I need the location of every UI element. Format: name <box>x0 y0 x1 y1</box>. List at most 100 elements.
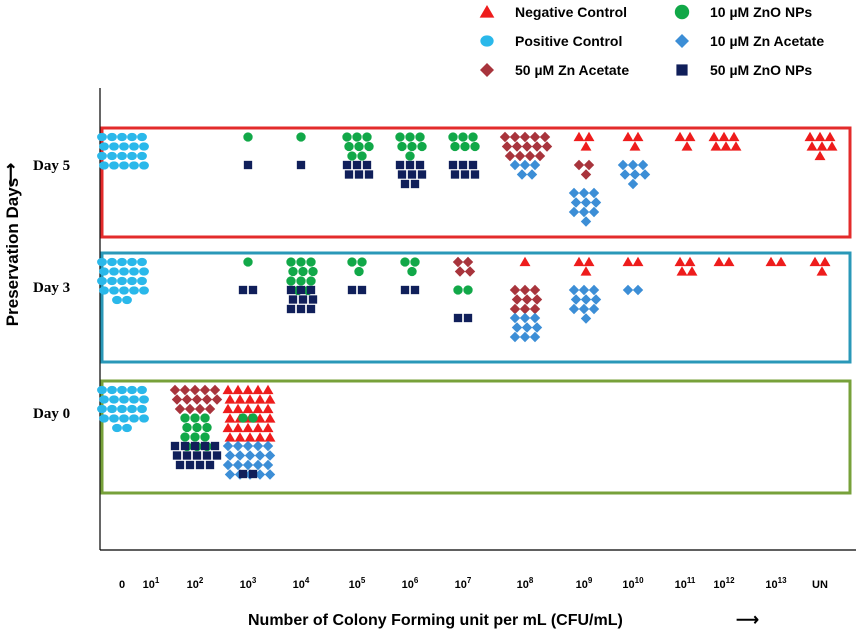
mark-10-um-zno-nps-day-3-104 <box>308 266 318 277</box>
mark-50-um-zn-acetate-day-0-102 <box>201 394 213 405</box>
mark-positive-control-day-5-0 <box>129 142 139 151</box>
x-tick-104: 104 <box>293 576 310 591</box>
mark-negative-control-day-3-1012 <box>723 256 735 267</box>
mark-50-um-zn-acetate-day-0-102 <box>189 384 201 396</box>
day-label-day-3: Day 3 <box>33 280 70 296</box>
mark-50-um-zn-acetate-day-3-108 <box>519 303 531 315</box>
mark-10-um-zn-acetate-day-0-103 <box>264 450 276 461</box>
mark-50-um-zno-nps-day-5-106 <box>397 170 407 179</box>
mark-negative-control-day-3-1011 <box>686 266 698 276</box>
mark-10-um-zno-nps-day-5-106 <box>405 151 415 161</box>
mark-10-um-zn-acetate-day-3-108 <box>519 312 531 324</box>
x-tick-1012: 1012 <box>713 576 735 591</box>
mark-10-um-zno-nps-day-5-107 <box>460 141 470 152</box>
mark-positive-control-day-3-0 <box>122 295 132 305</box>
legend-item-50-um-zn-acetate: 50 µM Zn Acetate <box>480 62 629 78</box>
mark-10-um-zno-nps-day-5-107 <box>450 141 460 152</box>
mark-positive-control-day-3-0 <box>119 267 129 276</box>
mark-10-um-zn-acetate-day-0-103 <box>252 459 264 471</box>
mark-50-um-zn-acetate-day-3-108 <box>531 294 543 305</box>
mark-50-um-zn-acetate-day-3-107 <box>454 266 466 277</box>
mark-10-um-zno-nps-day-3-106 <box>407 266 417 277</box>
mark-10-um-zn-acetate-day-5-1010 <box>637 159 649 171</box>
mark-50-um-zno-nps-day-5-105 <box>344 170 354 179</box>
mark-10-um-zn-acetate-day-3-108 <box>509 331 521 343</box>
mark-positive-control-day-0-0 <box>117 404 127 414</box>
mark-10-um-zn-acetate-day-3-109 <box>568 303 580 315</box>
mark-50-um-zno-nps-day-5-106 <box>417 170 427 179</box>
mark-10-um-zno-nps-day-3-107 <box>463 285 473 295</box>
mark-positive-control-day-5-0 <box>117 132 127 142</box>
mark-negative-control-day-0-103 <box>252 384 264 395</box>
mark-10-um-zn-acetate-day-0-103 <box>224 450 236 461</box>
mark-10-um-zno-nps-day-0-102 <box>190 432 200 442</box>
mark-10-um-zno-nps-day-5-105 <box>352 132 362 142</box>
mark-50-um-zno-nps-day-3-103 <box>248 285 258 295</box>
mark-positive-control-day-3-0 <box>97 257 107 267</box>
legend-marker-positive-control <box>480 35 494 47</box>
mark-10-um-zn-acetate-day-3-109 <box>588 284 600 296</box>
mark-positive-control-day-5-0 <box>109 142 119 151</box>
mark-50-um-zn-acetate-day-5-108 <box>524 150 536 162</box>
x-tick-105: 105 <box>349 576 366 591</box>
mark-10-um-zno-nps-day-5-105 <box>347 151 357 161</box>
mark-10-um-zno-nps-day-5-107 <box>458 132 468 142</box>
mark-10-um-zno-nps-day-5-107 <box>448 132 458 142</box>
mark-positive-control-day-0-0 <box>97 385 107 395</box>
mark-50-um-zno-nps-day-0-103 <box>238 469 248 479</box>
mark-10-um-zn-acetate-day-0-103 <box>224 469 236 480</box>
mark-positive-control-day-0-0 <box>137 404 147 414</box>
mark-50-um-zno-nps-day-0-103 <box>248 469 258 479</box>
mark-negative-control-day-0-103 <box>264 394 276 404</box>
mark-positive-control-day-5-0 <box>107 151 117 161</box>
mark-50-um-zn-acetate-day-3-107 <box>452 256 464 268</box>
mark-50-um-zn-acetate-day-0-102 <box>191 394 203 405</box>
mark-negative-control-day-3-1010 <box>622 256 634 267</box>
mark-10-um-zno-nps-day-0-102 <box>182 422 192 433</box>
mark-10-um-zn-acetate-day-0-103 <box>262 459 274 471</box>
mark-10-um-zn-acetate-day-0-103 <box>242 440 254 452</box>
mark-positive-control-day-0-0 <box>129 395 139 404</box>
mark-50-um-zn-acetate-day-5-109 <box>573 159 585 171</box>
mark-10-um-zno-nps-day-3-103 <box>243 257 253 267</box>
mark-10-um-zn-acetate-day-5-1010 <box>617 159 629 171</box>
mark-10-um-zn-acetate-day-5-108 <box>519 159 531 171</box>
mark-10-um-zn-acetate-day-5-109 <box>580 197 592 208</box>
mark-10-um-zno-nps-day-0-102 <box>180 413 190 423</box>
mark-10-um-zn-acetate-day-0-103 <box>264 469 276 480</box>
legend-item-negative-control: Negative Control <box>479 4 627 20</box>
mark-positive-control-day-0-0 <box>107 404 117 414</box>
mark-positive-control-day-5-0 <box>109 161 119 170</box>
mark-50-um-zn-acetate-day-5-108 <box>509 131 521 143</box>
mark-negative-control-day-0-103 <box>262 384 274 395</box>
mark-10-um-zn-acetate-day-3-1010 <box>622 284 634 296</box>
mark-negative-control-day-0-103 <box>222 384 234 395</box>
mark-positive-control-day-0-0 <box>139 414 149 423</box>
mark-10-um-zn-acetate-day-5-108 <box>516 169 528 180</box>
mark-50-um-zn-acetate-day-0-102 <box>194 403 206 415</box>
mark-10-um-zn-acetate-day-0-103 <box>232 440 244 452</box>
mark-10-um-zno-nps-day-3-104 <box>296 276 306 286</box>
mark-50-um-zno-nps-day-3-107 <box>463 313 473 323</box>
mark-10-um-zno-nps-day-3-106 <box>410 257 420 267</box>
mark-positive-control-day-5-0 <box>107 132 117 142</box>
mark-10-um-zno-nps-day-5-106 <box>405 132 415 142</box>
legend-marker-10-um-zn-acetate <box>675 34 689 48</box>
mark-10-um-zn-acetate-day-5-1010 <box>629 169 641 180</box>
x-tick-107: 107 <box>455 576 472 591</box>
mark-50-um-zno-nps-day-0-102 <box>202 451 212 460</box>
mark-50-um-zn-acetate-day-5-108 <box>531 141 543 152</box>
y-axis-arrow: ⟶ <box>1 163 20 187</box>
mark-positive-control-day-3-0 <box>97 276 107 286</box>
mark-50-um-zno-nps-day-5-107 <box>468 160 478 170</box>
x-tick-103: 103 <box>240 576 257 591</box>
mark-negative-control-day-0-103 <box>222 403 234 414</box>
mark-negative-control-day-0-103 <box>242 422 254 433</box>
mark-positive-control-day-3-0 <box>129 267 139 276</box>
x-tick-106: 106 <box>402 576 419 591</box>
mark-50-um-zn-acetate-day-0-102 <box>174 403 186 415</box>
mark-10-um-zn-acetate-day-3-109 <box>580 294 592 305</box>
mark-negative-control-day-5-1012 <box>710 141 722 151</box>
legend-marker-negative-control <box>479 5 495 18</box>
